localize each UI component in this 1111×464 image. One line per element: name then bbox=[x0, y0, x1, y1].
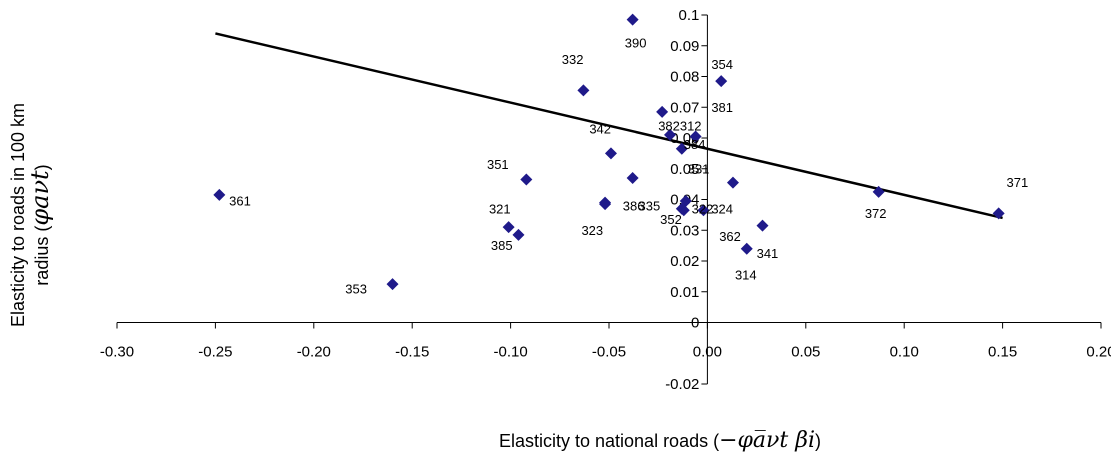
point-label: 390 bbox=[625, 35, 647, 50]
y-tick-label: 0.1 bbox=[679, 7, 700, 24]
y-axis-title: Elasticity to roads in 100 km bbox=[8, 103, 28, 327]
data-point bbox=[520, 173, 533, 186]
data-point bbox=[756, 219, 769, 232]
y-axis-symbol: φaνt bbox=[26, 170, 54, 226]
point-label: 354 bbox=[711, 57, 733, 72]
point-label: 361 bbox=[229, 194, 251, 209]
point-label: 362 bbox=[719, 229, 741, 244]
y-tick-label: 0 bbox=[691, 315, 699, 332]
x-tick-label: 0.20 bbox=[1086, 344, 1111, 361]
point-label: 372 bbox=[865, 206, 887, 221]
data-point bbox=[656, 105, 669, 118]
data-point bbox=[664, 128, 677, 141]
x-axis-title: Elasticity to national roads (−φa̅νt βi) bbox=[499, 428, 821, 453]
data-point bbox=[675, 142, 688, 155]
data-point bbox=[626, 13, 639, 26]
point-label: 382 bbox=[658, 118, 680, 133]
point-label: 385 bbox=[491, 238, 513, 253]
point-label: 322 bbox=[692, 201, 714, 216]
data-point bbox=[512, 228, 525, 241]
point-label: 351 bbox=[487, 157, 509, 172]
trendline bbox=[215, 32, 1003, 220]
y-tick-label: 0.08 bbox=[670, 69, 699, 86]
point-label: 353 bbox=[345, 281, 367, 296]
point-label: 312 bbox=[680, 118, 702, 133]
point-label: 341 bbox=[757, 246, 779, 261]
point-label: 335 bbox=[639, 198, 661, 213]
y-tick-label: 0.01 bbox=[670, 284, 699, 301]
data-point bbox=[386, 278, 399, 291]
y-tick-label: 0.02 bbox=[670, 253, 699, 270]
point-label: 342 bbox=[589, 121, 611, 136]
point-label: 324 bbox=[711, 201, 733, 216]
data-point bbox=[599, 198, 612, 211]
x-tick-label: -0.30 bbox=[100, 344, 134, 361]
x-tick-label: 0.15 bbox=[988, 344, 1017, 361]
x-tick-label: -0.15 bbox=[395, 344, 429, 361]
points-group bbox=[213, 13, 1005, 291]
data-point bbox=[604, 147, 617, 160]
x-tick-label: 0.05 bbox=[791, 344, 820, 361]
y-tick-label: 0.09 bbox=[670, 38, 699, 55]
data-point bbox=[626, 171, 639, 184]
point-label: 381 bbox=[711, 100, 733, 115]
data-point bbox=[872, 185, 885, 198]
data-point bbox=[502, 221, 515, 234]
x-axis-symbol: −φa̅νt βi bbox=[719, 428, 815, 453]
data-point bbox=[689, 130, 702, 143]
x-tick-label: 0.00 bbox=[693, 344, 722, 361]
data-point bbox=[726, 176, 739, 189]
point-label: 332 bbox=[562, 52, 584, 67]
y-axis-title-line2: radius (φaνt) bbox=[26, 164, 54, 285]
point-label: 371 bbox=[1007, 175, 1029, 190]
y-tick-label: 0.05 bbox=[670, 161, 699, 178]
x-tick-label: 0.10 bbox=[890, 344, 919, 361]
point-label: 331 bbox=[688, 161, 710, 176]
data-point bbox=[675, 202, 688, 215]
data-point bbox=[577, 84, 590, 97]
x-tick-label: -0.05 bbox=[592, 344, 626, 361]
trendline-group bbox=[215, 32, 1003, 220]
x-tick-label: -0.20 bbox=[297, 344, 331, 361]
data-point bbox=[697, 204, 710, 217]
point-label: 314 bbox=[735, 267, 757, 282]
point-label: 386 bbox=[623, 198, 645, 213]
y-tick-label: -0.02 bbox=[665, 376, 699, 393]
point-label: 352 bbox=[660, 212, 682, 227]
x-tick-label: -0.25 bbox=[198, 344, 232, 361]
y-tick-label: 0.07 bbox=[670, 99, 699, 116]
y-tick-label: 0.03 bbox=[670, 222, 699, 239]
x-tick-label: -0.10 bbox=[493, 344, 527, 361]
point-label: 384 bbox=[684, 137, 706, 152]
point-label: 321 bbox=[489, 201, 511, 216]
point-label: 323 bbox=[581, 223, 603, 238]
data-point bbox=[992, 207, 1005, 220]
data-point bbox=[213, 188, 226, 201]
data-point bbox=[740, 242, 753, 255]
data-point bbox=[715, 75, 728, 88]
